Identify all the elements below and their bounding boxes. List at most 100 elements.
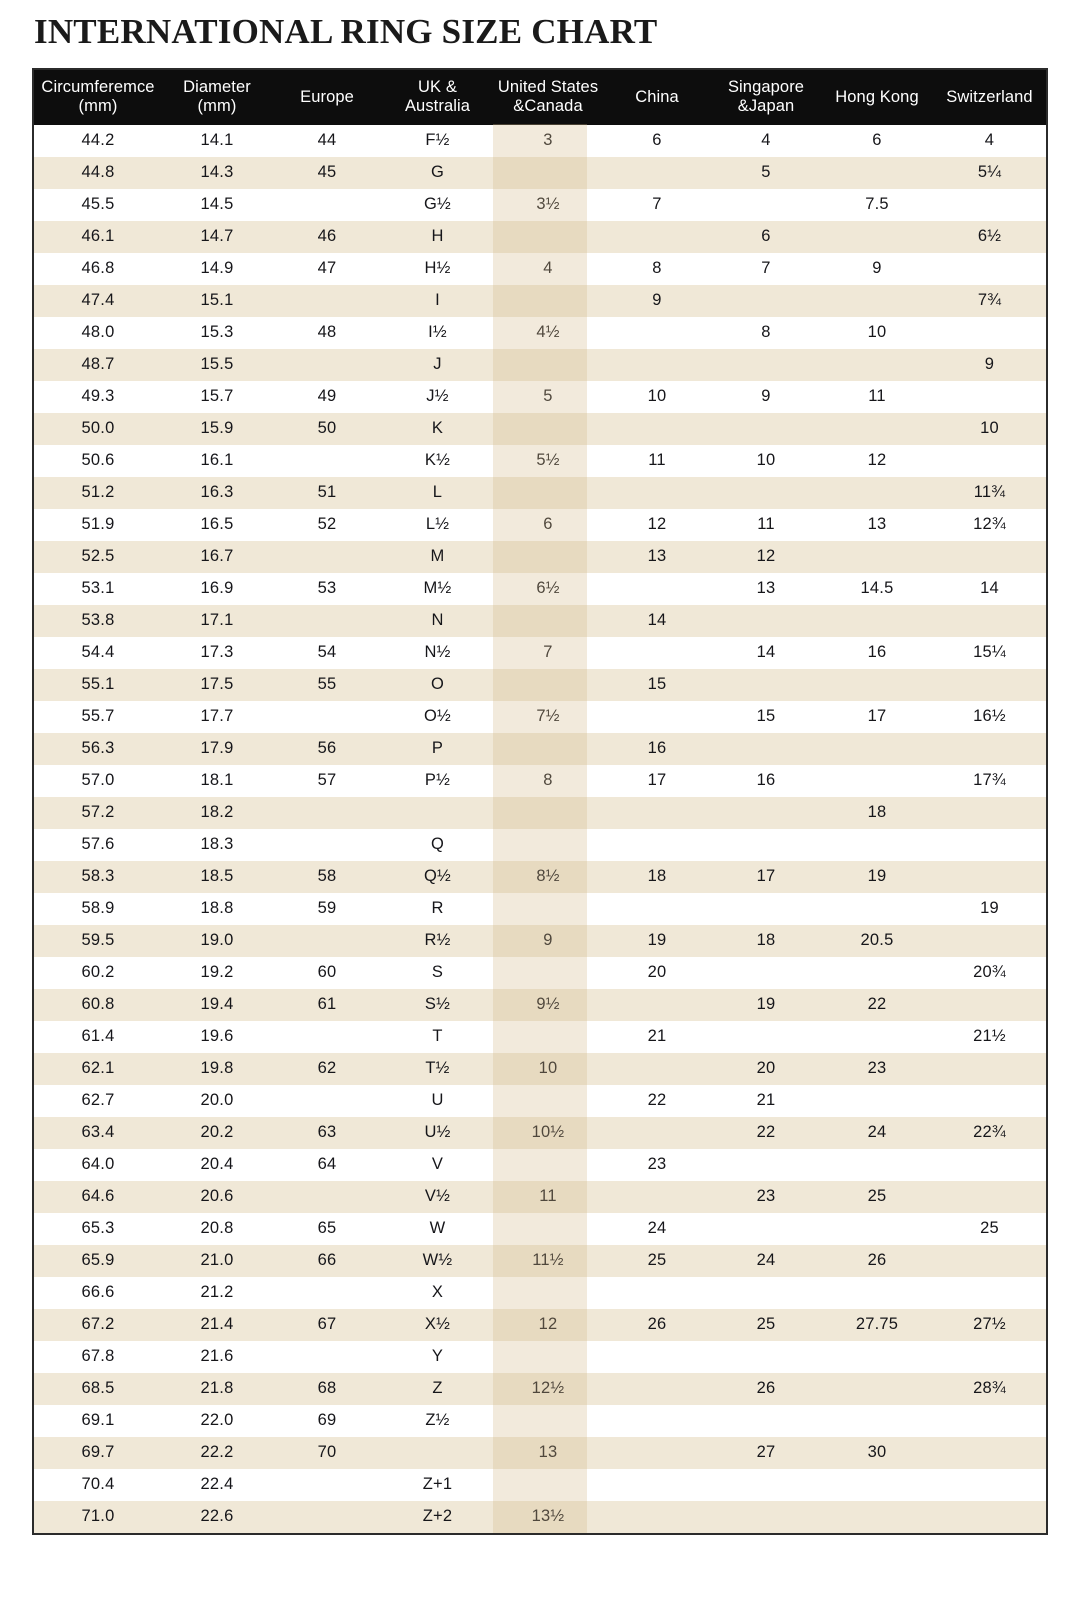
column-header-uk-australia: UK & Australia <box>382 70 493 125</box>
cell-united-states-canada <box>493 541 603 573</box>
table-header: Circumferemce (mm) Diameter (mm) Europe UK… <box>34 70 1046 125</box>
cell-united-states-canada <box>493 285 603 317</box>
cell-hong-kong <box>821 669 933 701</box>
cell-uk-australia: K <box>431 419 444 438</box>
cell-united-states-canada: 3½ <box>536 195 560 214</box>
cell-singapore-japan: 9 <box>761 387 771 406</box>
cell-hong-kong: 12 <box>867 451 887 470</box>
cell-switzerland: 6½ <box>977 227 1002 246</box>
cell-europe: 57 <box>317 771 337 790</box>
cell-hong-kong <box>821 221 933 253</box>
cell-united-states-canada <box>493 893 603 925</box>
cell-circumference: 44.2 <box>81 131 115 150</box>
table-row: 49.3 15.7 49 J½ 5 10 9 11 <box>34 380 1046 413</box>
cell-uk-australia: U½ <box>424 1123 451 1142</box>
cell-europe <box>272 349 382 381</box>
table-row: 58.9 18.8 59 R 19 <box>34 892 1046 925</box>
cell-china: 21 <box>647 1027 667 1046</box>
cell-china: 7 <box>652 195 662 214</box>
cell-diameter: 17.9 <box>200 739 234 758</box>
cell-hong-kong <box>821 541 933 573</box>
cell-switzerland: 15¼ <box>973 643 1006 662</box>
cell-diameter: 17.5 <box>200 675 234 694</box>
cell-switzerland <box>933 1341 1046 1373</box>
cell-uk-australia: W <box>429 1219 446 1238</box>
cell-circumference: 60.8 <box>81 995 115 1014</box>
cell-singapore-japan: 23 <box>756 1187 776 1206</box>
cell-diameter: 14.1 <box>200 131 234 150</box>
cell-europe: 56 <box>317 739 337 758</box>
cell-switzerland <box>933 989 1046 1021</box>
cell-uk-australia: M½ <box>423 579 452 598</box>
table-row: 44.8 14.3 45 G 5 5¼ <box>34 156 1046 189</box>
cell-china <box>603 989 711 1021</box>
cell-singapore-japan: 20 <box>756 1059 776 1078</box>
cell-china: 10 <box>647 387 667 406</box>
cell-china <box>603 1277 711 1309</box>
cell-singapore-japan <box>711 829 821 861</box>
cell-hong-kong <box>821 605 933 637</box>
cell-singapore-japan: 27 <box>756 1443 776 1462</box>
cell-uk-australia: I <box>435 291 440 310</box>
cell-hong-kong <box>821 157 933 189</box>
cell-hong-kong <box>821 1405 933 1437</box>
cell-circumference: 54.4 <box>81 643 115 662</box>
cell-switzerland: 10 <box>980 419 999 438</box>
table-row: 57.6 18.3 Q <box>34 828 1046 861</box>
cell-europe: 67 <box>317 1315 337 1334</box>
cell-china: 11 <box>648 451 666 470</box>
cell-china <box>603 1181 711 1213</box>
cell-china: 15 <box>647 675 667 694</box>
header-line: &Japan <box>737 97 795 116</box>
cell-switzerland <box>933 1405 1046 1437</box>
header-line: Hong Kong <box>835 87 919 106</box>
cell-uk-australia: L <box>432 483 443 502</box>
cell-circumference: 69.7 <box>81 1443 115 1462</box>
cell-diameter: 18.2 <box>200 803 234 822</box>
cell-hong-kong: 7.5 <box>865 195 889 214</box>
cell-switzerland <box>933 1277 1046 1309</box>
cell-china: 14 <box>647 611 667 630</box>
table-row: 64.6 20.6 V½ 11 23 25 <box>34 1180 1046 1213</box>
cell-china <box>603 157 711 189</box>
cell-switzerland <box>933 1437 1046 1469</box>
cell-switzerland <box>933 605 1046 637</box>
cell-europe <box>272 829 382 861</box>
cell-hong-kong: 16 <box>867 643 887 662</box>
cell-singapore-japan <box>711 1213 821 1245</box>
cell-hong-kong <box>821 829 933 861</box>
table-row: 48.7 15.5 J 9 <box>34 348 1046 381</box>
cell-uk-australia: W½ <box>422 1251 453 1270</box>
cell-singapore-japan <box>711 1405 821 1437</box>
table-row: 62.1 19.8 62 T½ 10 20 23 <box>34 1052 1046 1085</box>
cell-circumference: 50.0 <box>81 419 115 438</box>
cell-switzerland: 17¾ <box>973 771 1006 790</box>
cell-uk-australia: Z+1 <box>422 1475 453 1494</box>
cell-china: 23 <box>647 1155 667 1174</box>
cell-circumference: 68.5 <box>81 1379 115 1398</box>
table-row: 50.0 15.9 50 K 10 <box>34 412 1046 445</box>
cell-hong-kong: 25 <box>867 1187 887 1206</box>
column-header-hong-kong: Hong Kong <box>821 70 933 125</box>
cell-hong-kong: 19 <box>867 867 887 886</box>
cell-hong-kong <box>821 1373 933 1405</box>
cell-singapore-japan <box>711 477 821 509</box>
cell-singapore-japan <box>711 1149 821 1181</box>
cell-diameter: 15.7 <box>200 387 234 406</box>
cell-hong-kong: 9 <box>872 259 882 278</box>
cell-uk-australia: V <box>431 1155 444 1174</box>
cell-united-states-canada: 5½ <box>536 451 560 470</box>
cell-circumference: 57.6 <box>81 835 115 854</box>
cell-hong-kong <box>821 1469 933 1501</box>
cell-china: 9 <box>652 291 662 310</box>
cell-singapore-japan: 8 <box>761 323 771 342</box>
cell-singapore-japan: 5 <box>761 163 771 182</box>
cell-china: 6 <box>652 131 662 150</box>
cell-china: 22 <box>647 1091 667 1110</box>
cell-united-states-canada: 5 <box>543 387 553 406</box>
cell-diameter: 22.4 <box>200 1475 234 1494</box>
cell-singapore-japan <box>711 893 821 925</box>
cell-circumference: 65.3 <box>81 1219 115 1238</box>
cell-circumference: 62.1 <box>81 1059 115 1078</box>
cell-hong-kong: 24 <box>867 1123 887 1142</box>
